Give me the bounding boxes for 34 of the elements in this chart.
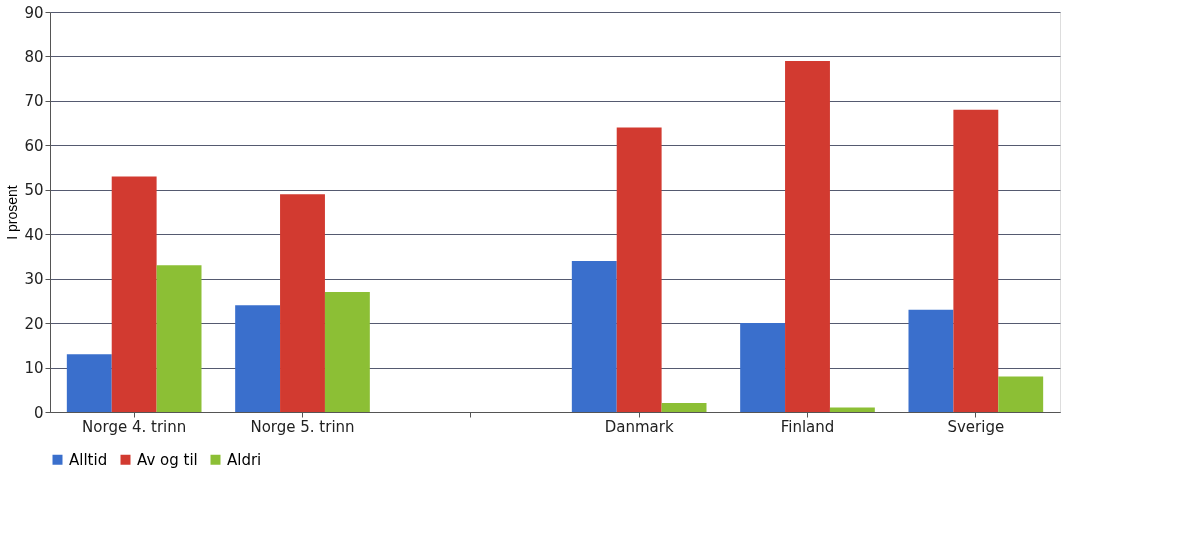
bar (616, 127, 662, 412)
bar (908, 309, 954, 412)
y-tick-label: 70 (24, 92, 44, 111)
y-tick-label: 10 (24, 359, 44, 378)
y-tick-label: 90 (24, 3, 44, 22)
x-tick-label: Norge 4. trinn (82, 417, 187, 436)
x-tick-label: Danmark (604, 417, 674, 436)
legend-label: Av og til (137, 450, 198, 469)
x-tick-label: Finland (780, 417, 835, 436)
bar (156, 265, 202, 412)
bar (235, 305, 281, 412)
x-tick-label: Norge 5. trinn (250, 417, 355, 436)
y-tick-label: 30 (24, 270, 44, 289)
bar (998, 376, 1044, 412)
y-axis-title: I prosent (4, 185, 21, 240)
x-tick-label: Sverige (947, 417, 1005, 436)
bar (785, 60, 830, 412)
y-tick-label: 60 (24, 136, 44, 155)
y-tick-label: 0 (33, 403, 44, 422)
bar (280, 194, 325, 412)
bar (571, 260, 617, 412)
bar (324, 292, 370, 412)
bar (829, 407, 875, 412)
y-tick-label: 20 (24, 314, 44, 333)
y-tick-label: 80 (24, 47, 44, 66)
bar (66, 354, 112, 412)
bar (953, 109, 999, 412)
legend-label: Alltid (69, 450, 108, 469)
bar (111, 176, 157, 412)
bar (740, 323, 786, 412)
y-tick-label: 40 (24, 225, 44, 244)
bar (661, 403, 707, 412)
y-tick-label: 50 (24, 181, 44, 200)
legend-label: Aldri (227, 450, 262, 469)
